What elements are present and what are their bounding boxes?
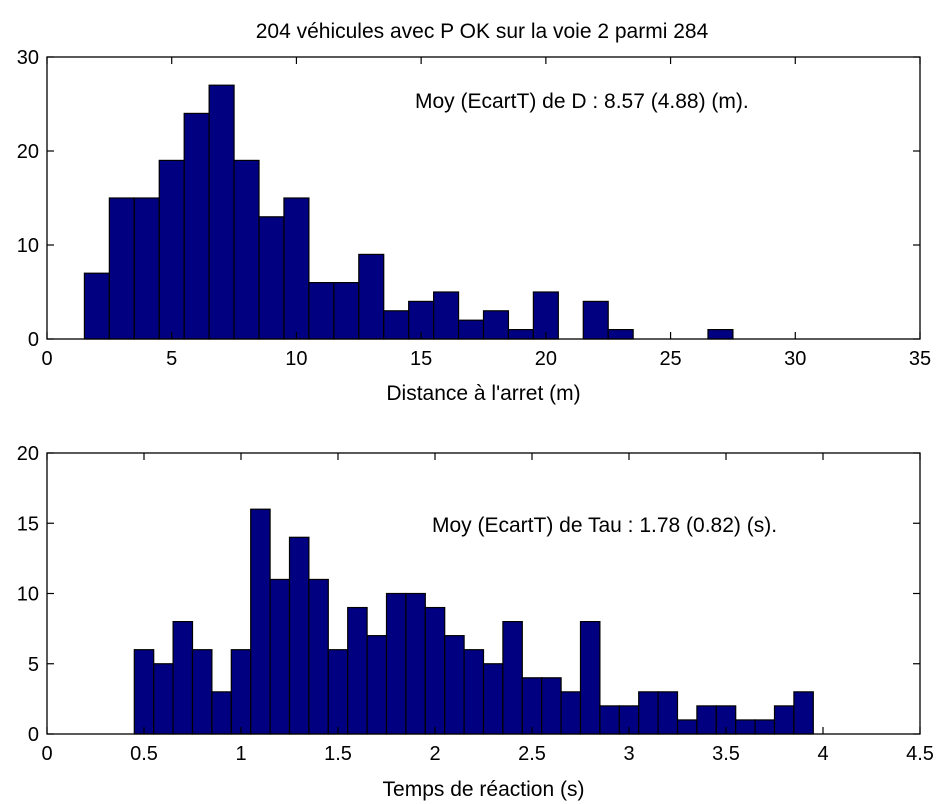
histogram-bar: [183, 112, 210, 340]
stats-annotation: Moy (EcartT) de Tau : 1.78 (0.82) (s).: [432, 514, 777, 537]
histogram-bar: [599, 705, 620, 735]
histogram-bar: [696, 705, 717, 735]
y-tick-label: 0: [28, 724, 39, 746]
histogram-bar: [108, 197, 135, 340]
histogram-bar: [230, 649, 252, 735]
histogram-bar: [754, 719, 776, 735]
histogram-bar: [327, 649, 349, 735]
histogram-bar: [333, 282, 360, 340]
x-tick-label: 4.5: [906, 743, 934, 765]
x-tick-label: 20: [535, 348, 557, 370]
histogram-bar: [172, 620, 194, 735]
chart-title: 204 véhicules avec P OK sur la voie 2 pa…: [256, 20, 709, 43]
x-tick-label: 15: [410, 348, 432, 370]
distance-histogram: 0 5 10 15 20 25 30 35 0 10 20 30 Distance à l'arret …: [17, 47, 931, 405]
x-tick-label: 0: [41, 743, 52, 765]
histogram-bar: [638, 691, 659, 735]
histogram-bar: [433, 291, 460, 340]
histogram-bar: [560, 691, 582, 735]
histogram-bar: [288, 536, 310, 735]
x-tick-label: 5: [166, 348, 177, 370]
histogram-bar: [347, 606, 368, 735]
histogram-bar: [735, 719, 756, 735]
histogram-bar: [211, 691, 232, 735]
reaction-time-histogram: 0 0.5 1 1.5 2 2.5 3 3.5 4 4.5 0 5 10 15 20 Temps de réa…: [17, 443, 934, 801]
histogram-bar: [283, 197, 310, 340]
x-tick-label: 25: [659, 348, 681, 370]
y-tick-label: 20: [17, 141, 39, 163]
histogram-bar: [463, 649, 485, 735]
x-tick-label: 4: [817, 743, 828, 765]
y-tick-label: 20: [17, 443, 39, 465]
x-tick-label: 0.5: [130, 743, 158, 765]
y-tick-label: 15: [17, 513, 39, 535]
histogram-bar: [793, 691, 814, 735]
histogram-bar: [308, 578, 329, 735]
histogram-bar: [258, 216, 285, 340]
x-tick-label: 2: [429, 743, 440, 765]
x-tick-label: 3.5: [712, 743, 740, 765]
histogram-bar: [383, 310, 410, 340]
histogram-bar: [676, 719, 698, 735]
stats-annotation: Moy (EcartT) de D : 8.57 (4.88) (m).: [415, 90, 749, 113]
histogram-bar: [83, 272, 110, 340]
histogram-bar: [482, 663, 504, 735]
histogram-bar: [158, 159, 185, 340]
x-tick-label: 10: [285, 348, 307, 370]
y-tick-label: 30: [17, 47, 39, 69]
histogram-bar: [607, 329, 634, 340]
histogram-bar: [444, 635, 465, 735]
histogram-bar: [250, 508, 271, 735]
histogram-bar: [366, 635, 388, 735]
histogram-bar: [773, 705, 795, 735]
axes-box: [46, 56, 921, 340]
x-axis-label: Temps de réaction (s): [383, 778, 585, 801]
x-tick-label: 35: [909, 348, 931, 370]
x-tick-label: 0: [41, 348, 52, 370]
histogram-bar: [532, 291, 559, 340]
histogram-bar: [358, 253, 385, 340]
histogram-bar: [707, 329, 734, 340]
x-axis-label: Distance à l'arret (m): [386, 382, 580, 405]
histogram-bar: [405, 592, 426, 735]
histogram-bar: [541, 677, 562, 735]
y-tick-label: 10: [17, 235, 39, 257]
histogram-bar: [507, 329, 534, 340]
histogram-bar: [233, 159, 260, 340]
histogram-bar: [153, 663, 174, 735]
histogram-bar: [133, 197, 160, 340]
y-tick-label: 5: [28, 654, 39, 676]
histogram-bar: [521, 677, 543, 735]
histogram-bar: [502, 620, 523, 735]
x-tick-label: 2.5: [518, 743, 546, 765]
histogram-bar: [582, 300, 609, 340]
histogram-bar: [579, 620, 601, 735]
histogram-bar: [269, 578, 291, 735]
histogram-bar: [657, 691, 679, 735]
histogram-bar: [133, 649, 155, 735]
histogram-bar: [424, 606, 446, 735]
x-tick-label: 30: [784, 348, 806, 370]
x-tick-label: 1.5: [324, 743, 352, 765]
histogram-bar: [385, 592, 407, 735]
x-tick-label: 3: [623, 743, 634, 765]
histogram-bar: [208, 84, 235, 340]
y-tick-label: 0: [28, 329, 39, 351]
y-tick-label: 10: [17, 584, 39, 606]
histogram-bar: [482, 310, 510, 340]
histogram-bar: [308, 282, 335, 340]
histogram-bar: [457, 319, 485, 340]
x-tick-label: 1: [235, 743, 246, 765]
histogram-bar: [191, 649, 213, 735]
